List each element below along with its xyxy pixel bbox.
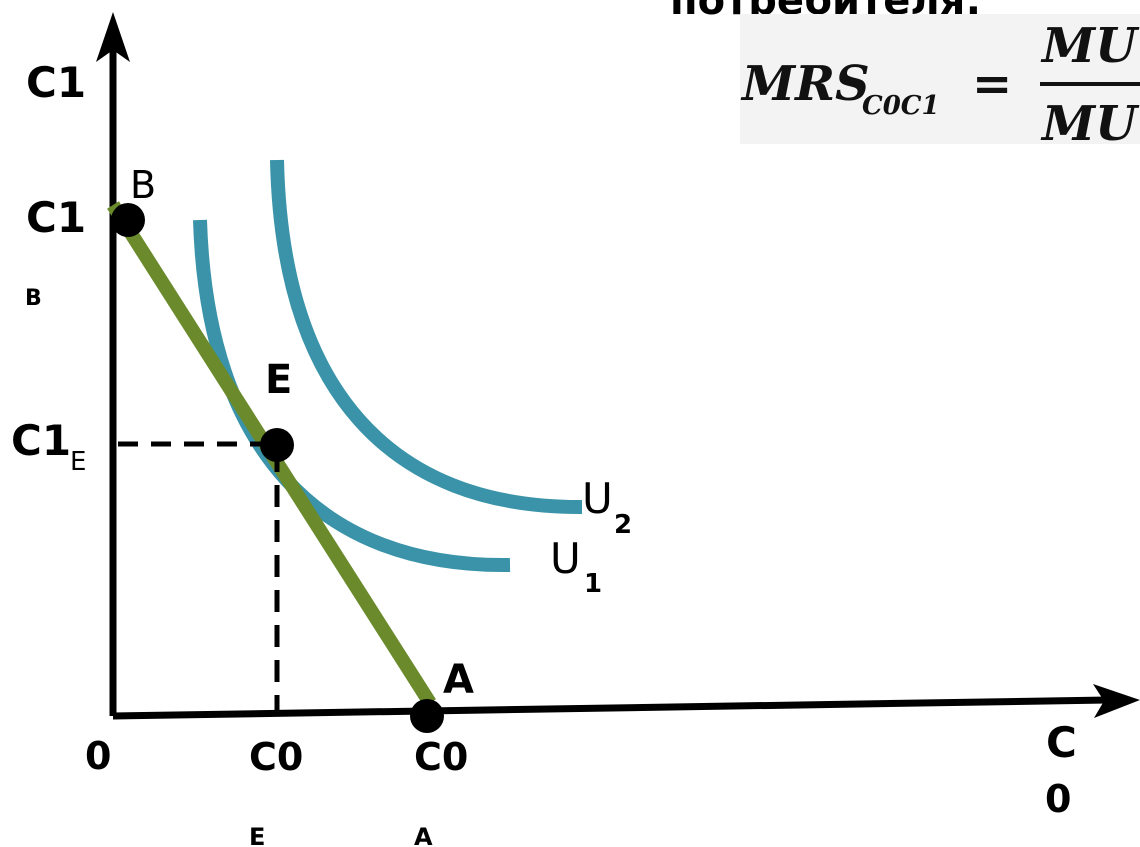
x-axis-arrow [1093, 684, 1140, 718]
x-axis-label-sub: 0 [1045, 777, 1071, 821]
formula-subscript: C0C1 [862, 91, 940, 121]
formula-panel [740, 14, 1140, 144]
u1-label: U [550, 534, 581, 583]
y-axis-arrow [96, 12, 130, 62]
point-a [410, 699, 444, 733]
formula-equals: = [972, 56, 1012, 112]
y-tick-c1e-sub: E [70, 447, 86, 477]
x-axis-label: C [1046, 718, 1077, 767]
x-axis [112, 696, 1109, 720]
u2-subscript: 2 [614, 510, 632, 540]
y-tick-c1b: C1 [26, 193, 86, 242]
origin-label: 0 [85, 734, 111, 778]
point-b-label: B [130, 163, 156, 207]
y-tick-c1e: C1 [11, 416, 71, 465]
point-a-label: A [443, 657, 474, 703]
u1-subscript: 1 [584, 569, 602, 599]
x-tick-c0e-sub: E [249, 823, 265, 847]
x-tick-c0a-sub: A [414, 823, 433, 847]
y-axis-label: C1 [26, 58, 86, 107]
formula-denominator: MU [1040, 96, 1140, 152]
formula-lhs: MRS [740, 56, 870, 112]
mrs-formula: MRS C0C1 = MU MU [740, 18, 1140, 152]
x-tick-c0a: C0 [414, 735, 468, 779]
point-e [260, 428, 294, 462]
indifference-curve-u1 [193, 219, 511, 573]
point-b [111, 203, 145, 237]
formula-numerator: MU [1040, 18, 1140, 74]
x-tick-c0e: C0 [249, 735, 303, 779]
u2-label: U [582, 474, 613, 523]
y-tick-c1b-sub: B [25, 286, 42, 311]
indifference-curve-u2 [270, 159, 583, 515]
point-e-label: E [265, 357, 292, 403]
